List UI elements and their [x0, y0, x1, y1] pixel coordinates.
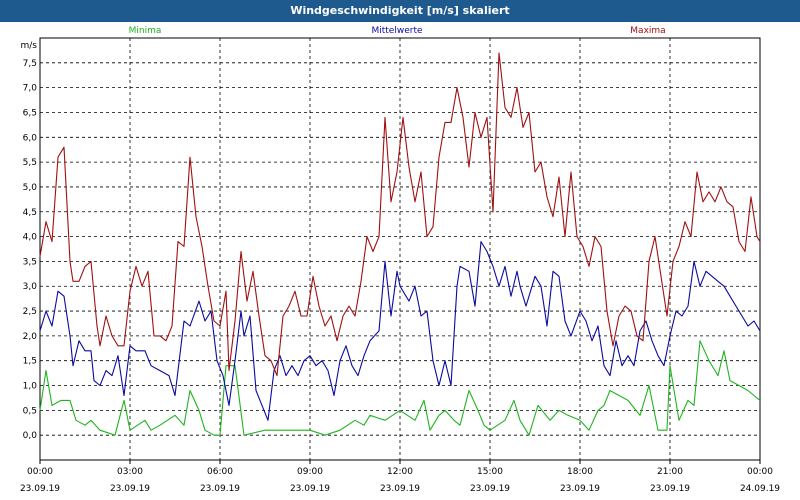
x-tick-time: 00:00: [27, 467, 53, 477]
y-tick-label: 1,0: [23, 382, 38, 392]
y-tick-label: 4,5: [23, 208, 37, 218]
y-tick-label: 3,0: [23, 282, 38, 292]
series-line-mittelwerte: [39, 241, 761, 421]
y-tick-label: 6,5: [23, 108, 37, 118]
y-tick-label: 4,0: [23, 233, 38, 243]
x-tick-date: 23.09.19: [470, 484, 510, 494]
y-tick-label: 1,5: [23, 357, 37, 367]
y-tick-label: 3,5: [23, 257, 37, 267]
y-tick-label: 0,0: [23, 431, 38, 441]
y-axis-label: m/s: [21, 41, 38, 51]
x-tick-time: 15:00: [477, 467, 503, 477]
x-tick-time: 12:00: [387, 467, 413, 477]
x-tick-date: 23.09.19: [560, 484, 600, 494]
chart-title: Windgeschwindigkeit [m/s] skaliert: [0, 0, 800, 22]
legend-mittelwerte: Mittelwerte: [371, 26, 422, 36]
x-tick-date: 23.09.19: [380, 484, 420, 494]
x-tick-date: 23.09.19: [650, 484, 690, 494]
y-tick-label: 5,5: [23, 158, 37, 168]
x-tick-date: 24.09.19: [740, 484, 780, 494]
y-tick-label: 7,5: [23, 59, 37, 69]
series-line-minima: [39, 340, 761, 436]
x-tick-time: 00:00: [747, 467, 773, 477]
y-tick-label: 6,0: [23, 133, 38, 143]
x-tick-date: 23.09.19: [200, 484, 240, 494]
x-tick-time: 18:00: [567, 467, 593, 477]
legend-minima: Minima: [129, 26, 162, 36]
legend-maxima: Maxima: [630, 26, 665, 36]
y-tick-label: 0,5: [23, 406, 37, 416]
x-tick-time: 21:00: [657, 467, 683, 477]
x-tick-time: 03:00: [117, 467, 143, 477]
x-tick-date: 23.09.19: [290, 484, 330, 494]
x-tick-date: 23.09.19: [20, 484, 60, 494]
y-tick-label: 5,0: [23, 183, 38, 193]
y-tick-label: 2,5: [23, 307, 37, 317]
series-line-maxima: [39, 52, 761, 377]
y-tick-label: 7,0: [23, 84, 38, 94]
y-tick-label: 2,0: [23, 332, 38, 342]
chart-canvas: 0,0 0,5 1,0 1,5 2,0 2,5 3,0 3,5 4,0 4,5 5,0 5,5 6,0 6…: [20, 26, 780, 494]
x-tick-time: 09:00: [297, 467, 323, 477]
x-tick-date: 23.09.19: [110, 484, 150, 494]
x-tick-time: 06:00: [207, 467, 233, 477]
